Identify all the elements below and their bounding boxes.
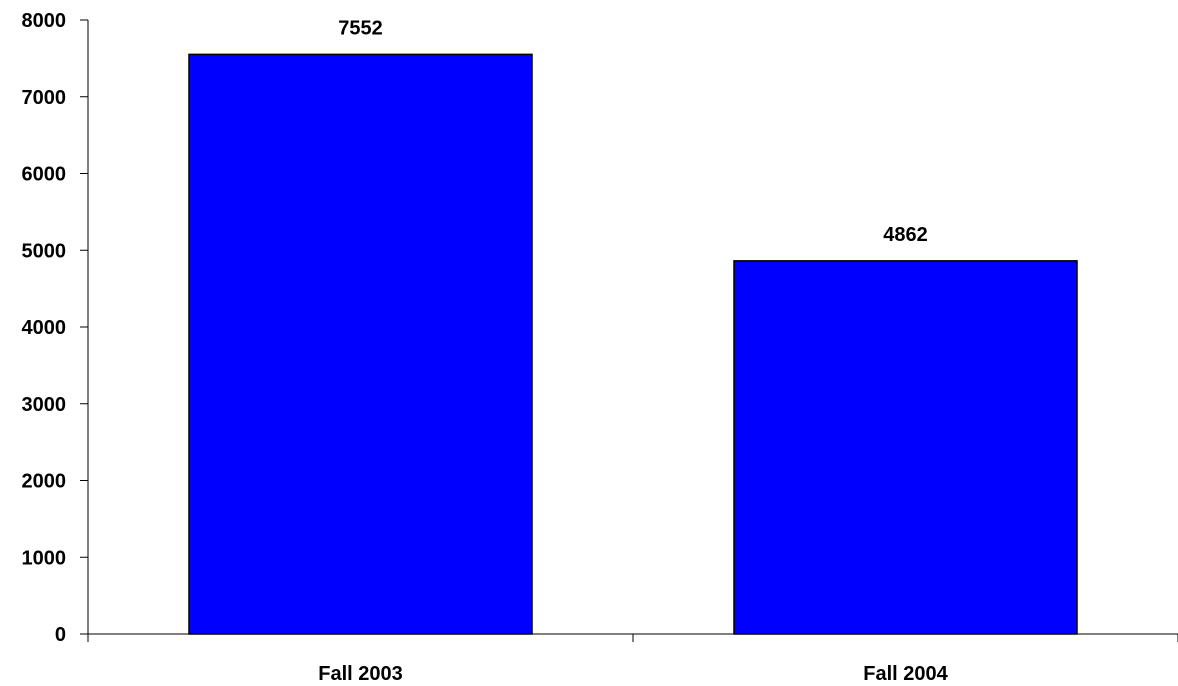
- y-tick-label: 7000: [22, 87, 67, 109]
- bar-fall-2003: [188, 53, 533, 635]
- y-axis: 0 1000 2000 3000 4000 5000 6000 7000 8000: [22, 10, 89, 646]
- x-axis: [87, 633, 1178, 642]
- data-label: 7552: [338, 17, 383, 39]
- y-tick-label: 3000: [22, 394, 67, 416]
- x-category-label: Fall 2003: [318, 663, 403, 685]
- y-tick-label: 4000: [22, 317, 67, 339]
- bars: [188, 53, 1078, 635]
- bar-fall-2004: [733, 260, 1078, 635]
- data-labels: 7552 4862: [338, 17, 928, 245]
- y-tick-label: 6000: [22, 164, 67, 186]
- y-tick-label: 2000: [22, 471, 67, 493]
- data-label: 4862: [883, 224, 928, 246]
- y-tick-label: 0: [55, 624, 66, 646]
- y-tick-label: 1000: [22, 547, 67, 569]
- y-tick-label: 8000: [22, 10, 67, 32]
- x-category-label: Fall 2004: [863, 663, 948, 685]
- category-labels: Fall 2003 Fall 2004: [318, 663, 948, 685]
- y-tick-label: 5000: [22, 240, 67, 262]
